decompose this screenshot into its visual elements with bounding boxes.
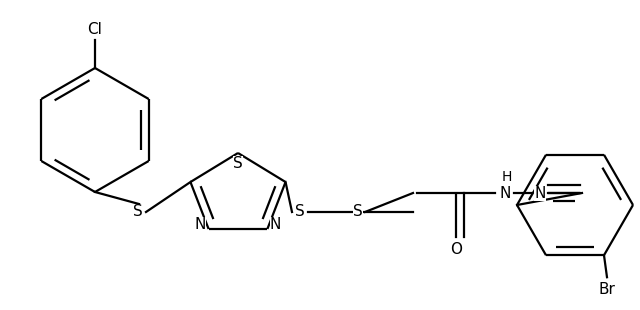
Text: S: S (295, 205, 305, 219)
Text: S: S (233, 156, 243, 171)
Text: H: H (502, 170, 512, 184)
Text: Br: Br (598, 282, 616, 297)
Text: N: N (269, 218, 281, 232)
Text: S: S (353, 205, 363, 219)
Text: N: N (534, 185, 546, 201)
Text: Cl: Cl (88, 23, 102, 38)
Text: O: O (450, 242, 462, 258)
Text: S: S (133, 205, 143, 219)
Text: N: N (499, 185, 511, 201)
Text: N: N (195, 218, 206, 232)
